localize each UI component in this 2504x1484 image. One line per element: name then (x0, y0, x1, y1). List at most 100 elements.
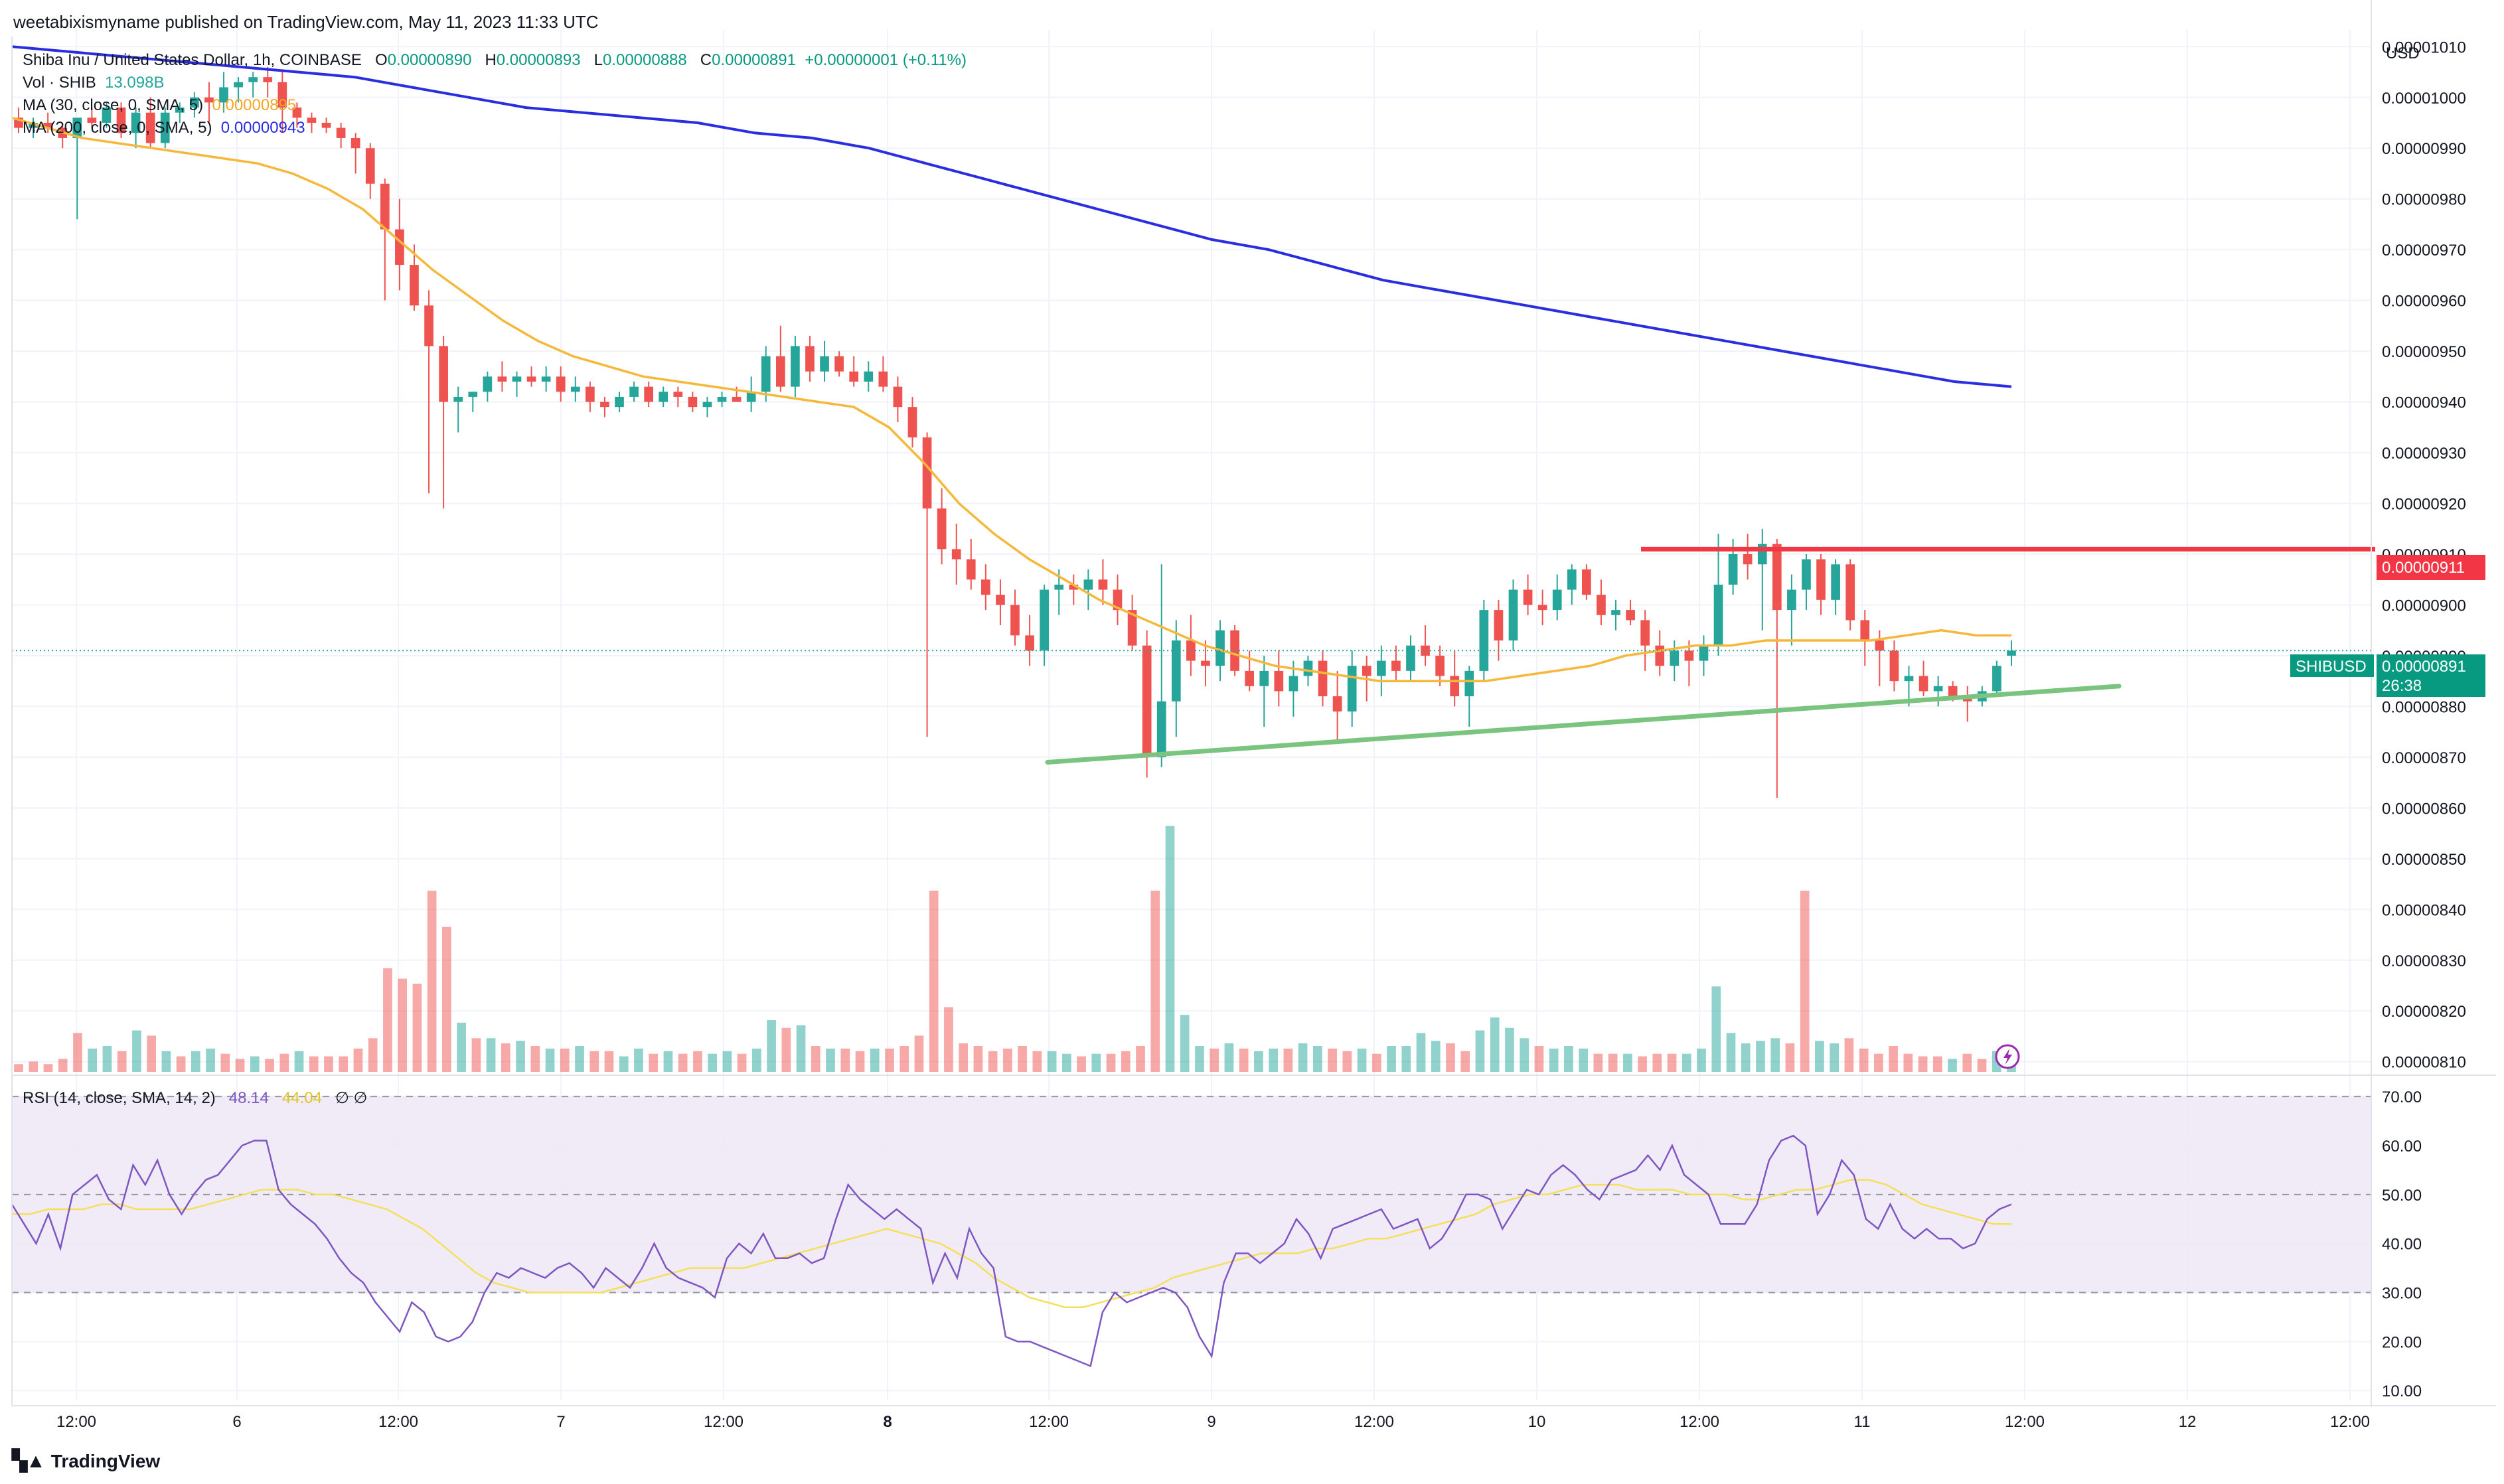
candle-body (1127, 610, 1137, 646)
volume-bar (43, 1064, 53, 1072)
candle-body (1347, 666, 1357, 712)
volume-bar (988, 1051, 998, 1072)
candle-body (72, 117, 82, 138)
symbol-tag: SHIBUSD (2290, 654, 2374, 677)
rsi-tick-label: 50.00 (2382, 1187, 2422, 1205)
volume-bar (589, 1051, 599, 1072)
volume-bar (29, 1061, 39, 1072)
time-tick-label: 12:00 (704, 1413, 743, 1431)
symbol-row[interactable]: Shiba Inu / United States Dollar, 1h, CO… (23, 49, 967, 72)
candle-body (1245, 670, 1255, 686)
volume-bar (1047, 1051, 1057, 1072)
ma200-label: MA (200, close, 0, SMA, 5) (23, 119, 212, 137)
volume-bar (870, 1048, 880, 1072)
candle-body (1508, 589, 1518, 640)
time-tick-label: 7 (556, 1413, 565, 1431)
candle-body (512, 376, 522, 382)
tradingview-logo[interactable]: ▚▲ TradingView (12, 1449, 160, 1473)
volume-bar (206, 1048, 215, 1072)
candle-body (717, 396, 727, 402)
volume-bar (1579, 1048, 1588, 1072)
volume-bar (545, 1048, 555, 1072)
candle-body (702, 402, 712, 408)
candle-body (1289, 676, 1298, 692)
volume-bar (1475, 1030, 1485, 1072)
candle-body (160, 112, 170, 143)
candle-body (410, 265, 419, 306)
price-tick-label: 0.00000880 (2382, 698, 2466, 716)
volume-bar (1874, 1053, 1883, 1072)
candle-body (395, 229, 404, 265)
volume-bar (737, 1053, 747, 1072)
volume-bar (1328, 1048, 1337, 1072)
candle-body (629, 386, 639, 397)
symbol-title: Shiba Inu / United States Dollar, 1h, CO… (23, 51, 362, 69)
volume-bar (471, 1038, 481, 1072)
volume-bar (1638, 1056, 1647, 1072)
candle-body (1201, 660, 1210, 666)
candle-body (820, 356, 829, 372)
candle-body (1113, 589, 1123, 611)
volume-bar (1977, 1059, 1987, 1072)
close-label: C (700, 51, 712, 69)
candle-body (1318, 660, 1328, 697)
volume-bar (1652, 1053, 1662, 1072)
rsi-axis-ticks[interactable]: 70.00 60.00 50.00 40.00 30.00 20.00 10.00 (2382, 1088, 2422, 1400)
price-tick-label: 0.00000870 (2382, 749, 2466, 767)
candle-body (131, 112, 141, 133)
ma200-value: 0.00000943 (220, 119, 305, 137)
volume-bar (1785, 1043, 1795, 1072)
candle-body (893, 386, 903, 408)
rsi-band (12, 1096, 2371, 1293)
candle-body (805, 346, 815, 372)
candle-body (234, 82, 243, 88)
price-axis-ticks[interactable]: 0.00001010 0.00001000 0.00000990 0.00000980… (2382, 38, 2466, 1071)
candle-body (1611, 610, 1620, 615)
rsi-legend[interactable]: RSI (14, close, SMA, 14, 2) 48.14 44.04 … (23, 1088, 367, 1108)
candle-body (600, 402, 609, 408)
candle-body (556, 376, 566, 392)
volume-bar (427, 891, 437, 1072)
candle-body (878, 371, 888, 387)
volume-bar (501, 1043, 510, 1072)
candle-body (1787, 589, 1796, 611)
volume-bar (1859, 1048, 1869, 1072)
rsi-value: 48.14 (228, 1089, 269, 1107)
volume-bar (102, 1046, 112, 1072)
volume-bar (678, 1053, 688, 1072)
candle-body (966, 559, 976, 580)
volume-bar (1003, 1048, 1012, 1072)
candle-body (1845, 564, 1855, 621)
candle-body (1713, 584, 1723, 646)
candle-body (775, 356, 785, 387)
volume-bar (279, 1053, 289, 1072)
currency-label: USD (2386, 44, 2420, 62)
volume-bar (959, 1043, 969, 1072)
volume-bar (708, 1053, 717, 1072)
ma200-row[interactable]: MA (200, close, 0, SMA, 5) 0.00000943 (23, 117, 967, 139)
volume-bar (339, 1056, 349, 1072)
support-line[interactable] (1045, 684, 2122, 765)
candle-body (351, 137, 360, 149)
volume-bar (398, 978, 408, 1072)
time-axis-ticks[interactable]: 12:00 6 12:00 7 12:00 8 12:00 9 12:00 10 12:00 11 12… (56, 1413, 2370, 1431)
candle-body (1948, 686, 1958, 697)
open-label: O (374, 51, 388, 69)
alert-icon[interactable] (1995, 1044, 2020, 1069)
volume-bar (58, 1059, 68, 1072)
candle-body (1655, 645, 1665, 666)
ma30-row[interactable]: MA (30, close, 0, SMA, 5) 0.00000895 (23, 94, 967, 117)
candle-body (1171, 640, 1181, 702)
candle-body (1479, 610, 1489, 671)
candle-body (102, 108, 112, 123)
volume-bar (1889, 1046, 1898, 1072)
volume-row[interactable]: Vol · SHIB 13.098B (23, 72, 967, 94)
volume-bar (457, 1022, 466, 1072)
time-tick-label: 12 (2179, 1413, 2197, 1431)
candle-body (981, 579, 990, 595)
volume-bar (1815, 1041, 1824, 1072)
candle-body (2007, 650, 2016, 656)
price-tick-label: 0.00001000 (2382, 90, 2466, 108)
volume-bar (1948, 1059, 1957, 1072)
